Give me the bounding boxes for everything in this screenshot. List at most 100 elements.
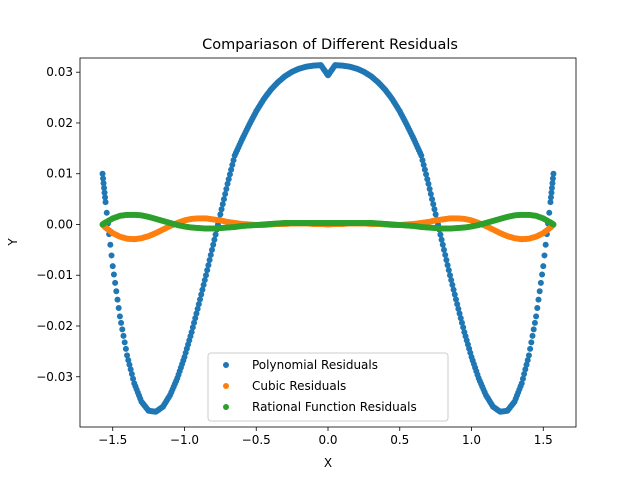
legend-label: Polynomial Residuals [252, 358, 378, 372]
data-point-interp [519, 375, 526, 382]
data-point-interp [205, 262, 212, 269]
data-point-interp [229, 161, 236, 168]
data-point [439, 241, 446, 248]
data-point-interp [530, 326, 537, 333]
data-point-interp [112, 279, 119, 286]
data-point [432, 211, 439, 218]
data-point [224, 180, 231, 187]
data-point-interp [521, 371, 528, 378]
x-tick-label: 1.5 [534, 433, 553, 447]
chart-title: Compariason of Different Residuals [202, 37, 458, 53]
data-point-interp [118, 319, 125, 326]
axes-layer: −1.5 −1.0 −0.5 0.0 0.5 1.0 1.5 0.03 0.02 0.01 0.00… [36, 57, 577, 447]
data-point-interp [127, 366, 134, 373]
data-point-interp [426, 185, 433, 192]
data-point-interp [110, 271, 117, 278]
data-point-interp [115, 304, 122, 311]
data-point-interp [113, 288, 120, 295]
x-tick-label: 0.5 [390, 433, 409, 447]
data-point [203, 272, 210, 279]
data-point-interp [212, 231, 219, 238]
data-point-interp [207, 251, 214, 258]
data-point-interp [529, 332, 536, 339]
data-point-interp [223, 185, 230, 192]
data-point-interp [450, 286, 457, 293]
data-point-interp [448, 277, 455, 284]
data-point-interp [452, 296, 459, 303]
plot-area [99, 62, 557, 415]
data-point [418, 152, 425, 159]
data-point-interp [460, 324, 467, 331]
data-point-interp [451, 291, 458, 298]
data-point [550, 221, 557, 228]
data-point [210, 241, 217, 248]
data-point-interp [457, 315, 464, 322]
data-point-interp [128, 371, 135, 378]
data-point [547, 199, 554, 206]
data-point-interp [114, 296, 121, 303]
data-point [533, 313, 540, 320]
data-point-interp [198, 291, 205, 298]
data-point-interp [125, 357, 132, 364]
data-point-interp [522, 366, 529, 373]
data-point-interp [441, 246, 448, 253]
legend-label: Cubic Residuals [252, 379, 346, 393]
data-point-interp [194, 305, 201, 312]
data-point [518, 380, 525, 387]
data-point-interp [536, 288, 543, 295]
data-point-interp [193, 310, 200, 317]
data-point-interp [535, 296, 542, 303]
data-point-interp [419, 157, 426, 164]
data-point-interp [208, 246, 215, 253]
data-point-interp [531, 319, 538, 326]
data-point-interp [228, 166, 235, 173]
legend-marker [223, 404, 229, 410]
data-point-interp [120, 332, 127, 339]
data-point [188, 329, 195, 336]
data-point-interp [456, 310, 463, 317]
data-point-interp [201, 277, 208, 284]
x-tick-label: −0.5 [242, 433, 271, 447]
data-point-interp [100, 175, 107, 182]
data-point-interp [103, 209, 110, 216]
data-point-interp [100, 180, 107, 187]
y-tick-label: 0.00 [46, 217, 73, 231]
data-point-interp [443, 257, 450, 264]
data-point-interp [548, 184, 555, 191]
data-point-interp [200, 281, 207, 288]
data-point-interp [220, 196, 227, 203]
data-point [109, 263, 116, 270]
data-point-interp [549, 175, 556, 182]
data-point-interp [537, 279, 544, 286]
data-point-interp [189, 324, 196, 331]
data-point-interp [523, 361, 530, 368]
series-2 [99, 211, 557, 232]
legend-marker [223, 362, 229, 368]
data-point-interp [222, 191, 229, 198]
data-point-interp [206, 257, 213, 264]
x-tick-label: 1.0 [462, 433, 481, 447]
data-point-interp [219, 201, 226, 208]
data-point-interp [445, 267, 452, 274]
data-point-interp [108, 252, 115, 259]
data-point-interp [539, 271, 546, 278]
y-tick-label: −0.03 [36, 370, 73, 384]
x-tick-label: 0.0 [318, 433, 337, 447]
data-point-interp [444, 262, 451, 269]
data-point [217, 211, 224, 218]
data-point-interp [534, 304, 541, 311]
data-point-interp [197, 296, 204, 303]
data-point-interp [541, 252, 548, 259]
data-point-interp [192, 315, 199, 322]
data-point [540, 263, 547, 270]
data-point-interp [549, 180, 556, 187]
y-tick-label: 0.02 [46, 116, 73, 130]
legend-box [207, 352, 449, 422]
data-point-interp [427, 191, 434, 198]
data-point-interp [455, 305, 462, 312]
data-point-interp [430, 201, 437, 208]
data-point [116, 313, 123, 320]
data-point-interp [449, 281, 456, 288]
data-point-interp [122, 345, 129, 352]
